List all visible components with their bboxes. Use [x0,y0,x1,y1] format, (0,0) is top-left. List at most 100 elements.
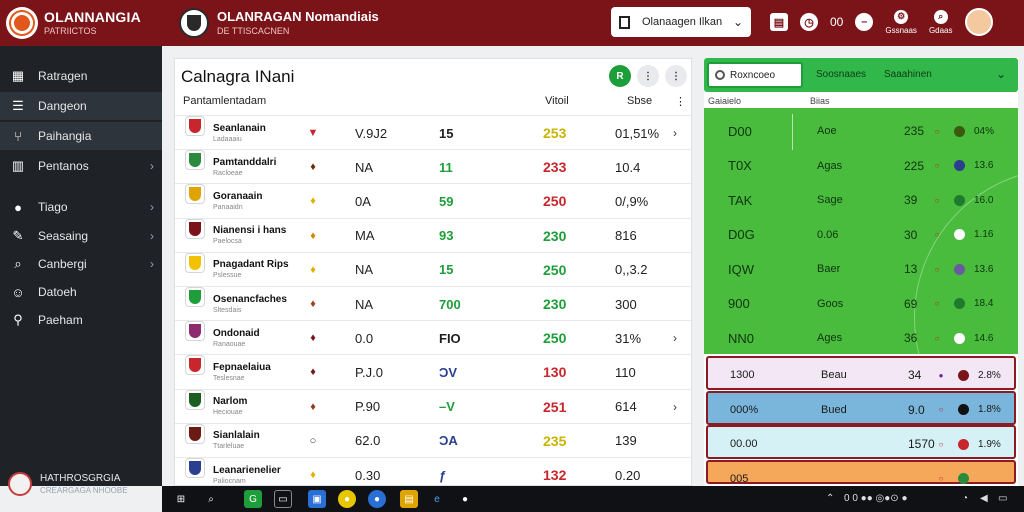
table-row[interactable]: Narlom Heciouae ♦ P.90 –V 251 614 › [175,388,693,423]
row-value-2: ƒ [439,467,447,483]
table-row[interactable]: Fepnaelaiua Teslesnae ♦ P.J.0 ƆV 130 110 [175,354,693,388]
odds-row[interactable]: NN0 Ages 36 ○ 14.6 [704,321,1018,354]
odds-row[interactable]: D0G 0.06 30 ○ 1.16 [704,218,1018,252]
sidebar-item-6[interactable]: ⌕ Canbergi › [0,250,162,278]
sidebar-item-2[interactable]: ⑂ Paihangia [0,122,162,150]
row-value-1: 0.0 [355,330,374,346]
table-row[interactable]: Goranaain Panaaidn ♦ 0A 59 250 0/,9% [175,183,693,217]
odds-search[interactable]: Roxncoeo [707,62,803,88]
battery-icon[interactable]: ▭ [998,493,1008,504]
search-action[interactable]: ⌕ Gdaas [929,9,953,35]
search-icon[interactable]: ⌕ [208,493,214,505]
options-button[interactable]: ⋮ [665,65,687,87]
volume-icon[interactable]: ◀ [980,493,988,504]
team-name: Sianlalain [213,430,260,442]
team-flag-icon [185,287,205,307]
column-header-c1[interactable]: Vitoil [545,95,569,107]
odds-dot-icon [956,393,970,427]
odds-row[interactable]: IQW Baer 13 ○ 13.6 [704,252,1018,286]
odds-row[interactable]: T0X Agas 225 ○ 13.6 [704,149,1018,183]
edge2-icon[interactable]: e [434,493,440,505]
column-menu-icon[interactable]: ⋮ [675,96,686,108]
panel-title: Calnagra INani [181,67,295,86]
column-header-team[interactable]: Pantamlentadam [183,95,267,107]
edge-icon[interactable]: ● [368,490,386,508]
odds-marker: ○ [934,299,940,308]
odds-marker: ○ [938,474,944,483]
minus-icon[interactable]: – [855,13,874,31]
row-expand-icon[interactable]: › [673,331,677,346]
team-flag-icon [185,184,205,205]
sidebar-item-4[interactable]: ● Tiago › [0,193,162,221]
odds-row[interactable]: D00 Aoe 235 ○ 04% [704,114,1018,148]
standings-panel: Calnagra INani R ⋮ ⋮ Pantamlentadam Vito… [174,58,693,486]
terminal-icon[interactable]: ▭ [274,490,292,508]
team-crest-icon [179,8,209,38]
sidebar-item-8[interactable]: ⚲ Paeham [0,306,162,334]
browser-icon[interactable]: ▣ [308,490,326,508]
chevron-up-icon[interactable]: ⌃ [826,493,835,504]
odds-value: 1570 [908,437,935,451]
flag-icon[interactable]: ▤ [770,13,788,31]
user-subtitle: CREARGAGA NHOOBE [40,485,128,495]
row-value-4: 01,51% [615,125,660,141]
avatar[interactable] [964,8,993,36]
table-row[interactable]: Seanlanain Ladaaaiu ▼ V.9J2 15 253 01,51% › [175,115,693,149]
odds-highlight-row[interactable]: 005 ○ [706,459,1016,485]
network-icon[interactable]: ◔ [962,493,969,504]
steam-icon[interactable]: ● [461,493,469,505]
sidebar-item-0[interactable]: ▦ Ratragen [0,62,162,90]
table-row[interactable]: Ondonaid Ranaouae ♦ 0.0 FIO 250 31% › [175,320,693,354]
windows-icon[interactable]: ⊞ [176,493,186,505]
sidebar-item-label: Seasaing [38,229,89,243]
store-icon[interactable]: G [244,490,262,508]
table-icon: ▥ [11,158,25,173]
odds-dot-icon [952,218,966,252]
table-row[interactable]: Sianlalain Ttarleluae ○ 62.0 ƆA 235 139 [175,422,693,457]
sidebar-item-label: Canbergi [38,257,87,271]
page-title: OLANRAGAN Nomandiais [217,9,379,24]
chrome-icon[interactable]: ● [338,490,356,508]
chevron-down-icon[interactable]: ⌄ [995,67,1006,81]
sidebar-item-5[interactable]: ✎ Seasaing › [0,222,162,250]
table-row[interactable]: Leanarienelier Paliocnam ♦ 0.30 ƒ 132 0.20 [175,457,693,491]
odds-highlight-row[interactable]: 000% Bued 9.0 ○ 1.8% [706,390,1016,427]
sidebar-item-label: Datoeh [38,285,77,299]
row-expand-icon[interactable]: › [673,126,677,140]
odds-row[interactable]: TAK Sage 39 ○ 16.0 [704,183,1018,217]
row-expand-icon[interactable]: › [673,399,677,414]
refresh-button[interactable]: R [609,65,631,87]
table-row[interactable]: Pamtanddalri Racloeae ♦ NA 11 233 10.4 [175,149,693,183]
sidebar-item-label: Pentanos [38,159,89,173]
odds-row[interactable]: 900 Goos 69 ○ 18.4 [704,287,1018,321]
row-value-3: 253 [543,125,567,141]
face-icon: ☺ [11,284,25,300]
column-header-c2[interactable]: Sbse [627,95,653,107]
table-row[interactable]: Pnagadant Rips Pslessue ♦ NA 15 250 0,,3.2 [175,251,693,286]
league-select[interactable]: Olanaagen Ilkan ⌄ [611,7,751,37]
odds-code: 000% [730,403,759,416]
files-icon[interactable]: ▤ [400,490,418,508]
sidebar-item-1[interactable]: ☰ Dangeon [0,92,162,120]
table-row[interactable]: Nianensi i hans Paelocsa ♦ MA 93 230 816 [175,217,693,253]
odds-highlight-row[interactable]: 1300 Beau 34 ● 2.8% [706,356,1016,390]
odds-column-2: Biias [810,96,830,106]
odds-tab-2[interactable]: Saaahinen [884,69,932,80]
brand[interactable]: OLANNANGIA PATRIICTOS [0,7,175,39]
more-button[interactable]: ⋮ [637,65,659,87]
sidebar-user[interactable]: HATHROSGRGIA CREARGAGA NHOOBE [8,472,128,496]
odds-pct: 16.0 [974,194,994,206]
row-value-1: 0A [355,193,371,209]
settings-action[interactable]: ⚙ Gssnaas [885,9,917,35]
odds-highlight-row[interactable]: 00.00 1570 ○ 1.9% [706,425,1016,459]
odds-label: Agas [817,159,843,172]
table-row[interactable]: Osenancfaches Sltesdais ♦ NA 700 230 300 [175,286,693,320]
sidebar-item-3[interactable]: ▥ Pentanos › [0,152,162,180]
trend-icon: ♦ [310,400,316,413]
clock-icon[interactable]: ◷ [800,13,818,31]
team-cell: Nianensi i hans Paelocsa [213,219,286,253]
trend-icon: ♦ [310,366,316,379]
odds-value: 9.0 [908,402,925,417]
sidebar-item-7[interactable]: ☺ Datoeh [0,278,162,306]
odds-tab-1[interactable]: Soosnaaes [816,69,867,80]
